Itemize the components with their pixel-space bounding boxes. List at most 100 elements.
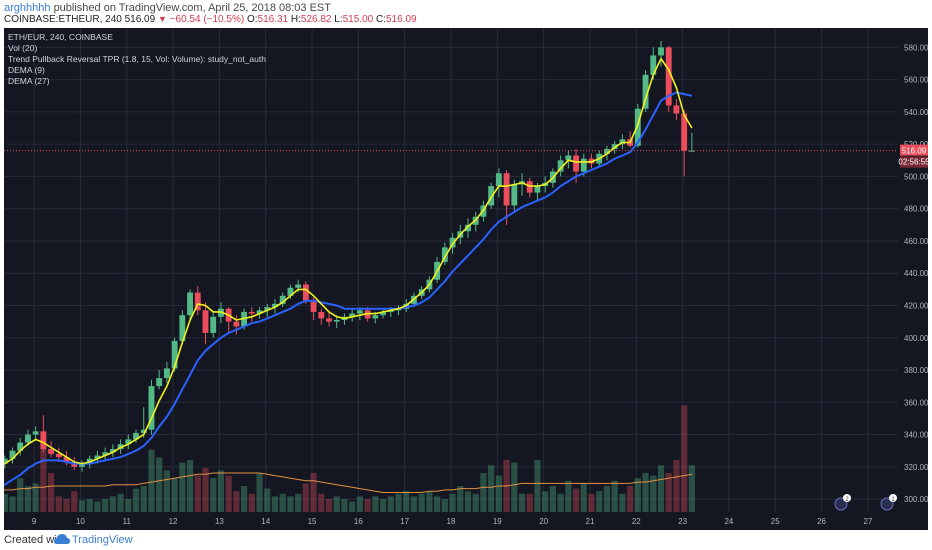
volume-bar bbox=[403, 491, 410, 512]
price-tick-label: 320.00 bbox=[904, 463, 928, 472]
created-with-text: Created with bbox=[4, 534, 66, 546]
volume-bar bbox=[109, 496, 116, 512]
volume-bar bbox=[665, 473, 672, 512]
time-tick-label: 9 bbox=[32, 517, 37, 526]
time-tick-label: 23 bbox=[678, 517, 687, 526]
volume-bar bbox=[310, 473, 317, 512]
candle-body bbox=[109, 449, 116, 453]
volume-bar bbox=[140, 486, 147, 512]
candle-body bbox=[171, 340, 178, 369]
legend-dema9: DEMA (9) bbox=[8, 65, 45, 75]
volume-bar bbox=[449, 493, 456, 512]
tradingview-brand[interactable]: TradingView bbox=[72, 534, 133, 546]
chart-svg[interactable]: 300.00 320.00 340.00 360.00 380.00 400.00 420.… bbox=[0, 28, 930, 530]
time-tick-label: 21 bbox=[586, 517, 595, 526]
volume-bar bbox=[217, 470, 225, 512]
candle-body bbox=[287, 287, 294, 296]
time-tick-label: 15 bbox=[308, 517, 317, 526]
volume-bar bbox=[117, 493, 124, 512]
candle-body bbox=[279, 295, 286, 304]
volume-bar bbox=[657, 465, 665, 512]
candle-body bbox=[642, 74, 649, 109]
candle-body bbox=[634, 108, 641, 146]
candle-body bbox=[658, 47, 664, 56]
author-link[interactable]: arghhhhh bbox=[4, 2, 51, 14]
volume-bar bbox=[387, 496, 394, 512]
price-tick-label: 360.00 bbox=[904, 398, 928, 407]
volume-bar bbox=[186, 460, 194, 512]
candle-body bbox=[295, 284, 302, 288]
candle-body bbox=[256, 310, 263, 314]
volume-bar bbox=[210, 478, 217, 512]
candle-body bbox=[650, 55, 657, 75]
volume-bar bbox=[434, 496, 441, 512]
candle-body bbox=[125, 439, 132, 445]
candle-body bbox=[511, 184, 518, 206]
volume-bar bbox=[565, 480, 572, 512]
volume-bar bbox=[379, 499, 387, 512]
volume-bar bbox=[410, 496, 418, 512]
last-price: 516.09 bbox=[124, 14, 156, 25]
time-axis-bg bbox=[4, 512, 928, 530]
time-tick-label: 16 bbox=[354, 517, 363, 526]
volume-bar bbox=[418, 493, 425, 512]
candle-body bbox=[187, 292, 193, 316]
candle-body bbox=[48, 449, 55, 454]
volume-bar bbox=[86, 499, 93, 512]
volume-bar bbox=[302, 483, 309, 512]
time-tick-label: 22 bbox=[632, 517, 641, 526]
volume-bar bbox=[688, 465, 695, 512]
time-tick-label: 10 bbox=[76, 517, 85, 526]
candle-body bbox=[380, 311, 386, 316]
volume-bar bbox=[534, 460, 541, 512]
candle-body bbox=[580, 158, 587, 172]
volume-bar bbox=[511, 462, 518, 512]
candle-body bbox=[372, 315, 379, 319]
volume-bar bbox=[603, 486, 611, 512]
time-tick-label: 17 bbox=[400, 517, 409, 526]
candle-body bbox=[573, 155, 580, 172]
volume-bar bbox=[472, 493, 479, 512]
candle-body bbox=[94, 455, 101, 459]
price-tick-label: 500.00 bbox=[904, 172, 928, 181]
volume-bar bbox=[611, 480, 618, 512]
volume-bar bbox=[650, 475, 657, 512]
volume-bar bbox=[94, 501, 101, 512]
candle-body bbox=[32, 431, 39, 435]
volume-bar bbox=[518, 493, 526, 512]
candle-body bbox=[465, 224, 471, 232]
time-tick-label: 25 bbox=[771, 517, 780, 526]
price-tag: 516.09 bbox=[900, 144, 928, 156]
price-tick-label: 300.00 bbox=[904, 495, 928, 504]
event-badge-count: 1 bbox=[891, 497, 895, 503]
volume-bar bbox=[148, 449, 155, 512]
price-tick-label: 340.00 bbox=[904, 431, 928, 440]
candle-body bbox=[17, 442, 24, 451]
volume-bar bbox=[341, 499, 348, 512]
candle-body bbox=[63, 457, 70, 462]
close-label: C: bbox=[375, 14, 386, 25]
candle-body bbox=[673, 105, 680, 114]
candle-body bbox=[210, 316, 217, 333]
time-tick-label: 12 bbox=[169, 517, 178, 526]
candles bbox=[1, 40, 695, 472]
candle-body bbox=[665, 47, 672, 106]
event-badge[interactable]: 1 bbox=[880, 494, 897, 511]
candle-body bbox=[264, 307, 271, 311]
candle-body bbox=[148, 386, 155, 430]
footer: Created with TradingView bbox=[0, 530, 932, 550]
dema9-line bbox=[0, 57, 693, 467]
chart-area[interactable]: 300.00 320.00 340.00 360.00 380.00 400.00 420.… bbox=[0, 28, 930, 530]
volume-bar bbox=[356, 496, 363, 512]
publish-header: arghhhhh published on TradingView.com, A… bbox=[0, 0, 932, 28]
close-value: 516.09 bbox=[385, 14, 417, 25]
open-label: O: bbox=[246, 14, 258, 25]
volume-bar bbox=[233, 491, 240, 512]
time-tick-label: 27 bbox=[863, 517, 872, 526]
time-tick-label: 20 bbox=[539, 517, 548, 526]
candle-body bbox=[387, 310, 394, 312]
volume-bar bbox=[132, 488, 140, 512]
volume-bar bbox=[194, 475, 201, 512]
countdown-tag-text: 02:56:55 bbox=[898, 158, 928, 167]
event-badge[interactable]: 2 bbox=[834, 494, 851, 511]
